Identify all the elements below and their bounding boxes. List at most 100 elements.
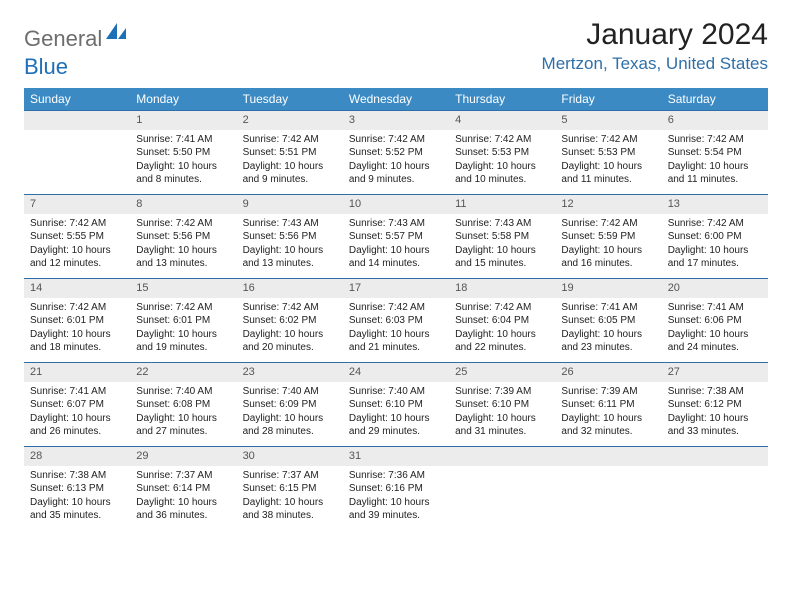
day-number: 12 xyxy=(555,194,661,214)
calendar-week-row: 21Sunrise: 7:41 AMSunset: 6:07 PMDayligh… xyxy=(24,362,768,446)
sunset-text: Sunset: 5:53 PM xyxy=(455,146,549,160)
day-header: Friday xyxy=(555,88,661,110)
sunrise-text: Sunrise: 7:42 AM xyxy=(136,217,230,231)
daylight-text: Daylight: 10 hours and 9 minutes. xyxy=(243,160,337,187)
calendar-cell xyxy=(555,446,661,530)
daylight-text: Daylight: 10 hours and 8 minutes. xyxy=(136,160,230,187)
day-number: 23 xyxy=(237,362,343,382)
daylight-text: Daylight: 10 hours and 9 minutes. xyxy=(349,160,443,187)
day-number: 14 xyxy=(24,278,130,298)
sunrise-text: Sunrise: 7:37 AM xyxy=(136,469,230,483)
day-content: Sunrise: 7:40 AMSunset: 6:10 PMDaylight:… xyxy=(343,382,449,441)
day-header: Wednesday xyxy=(343,88,449,110)
sunrise-text: Sunrise: 7:37 AM xyxy=(243,469,337,483)
day-number: 16 xyxy=(237,278,343,298)
day-number: 2 xyxy=(237,110,343,130)
sunrise-text: Sunrise: 7:42 AM xyxy=(561,217,655,231)
sunrise-text: Sunrise: 7:42 AM xyxy=(30,301,124,315)
day-content: Sunrise: 7:42 AMSunset: 5:53 PMDaylight:… xyxy=(555,130,661,189)
sunrise-text: Sunrise: 7:40 AM xyxy=(349,385,443,399)
calendar-cell xyxy=(662,446,768,530)
calendar-cell: 5Sunrise: 7:42 AMSunset: 5:53 PMDaylight… xyxy=(555,110,661,194)
calendar-cell: 13Sunrise: 7:42 AMSunset: 6:00 PMDayligh… xyxy=(662,194,768,278)
day-number: 29 xyxy=(130,446,236,466)
sunrise-text: Sunrise: 7:42 AM xyxy=(136,301,230,315)
calendar-cell: 10Sunrise: 7:43 AMSunset: 5:57 PMDayligh… xyxy=(343,194,449,278)
sunset-text: Sunset: 6:00 PM xyxy=(668,230,762,244)
day-content: Sunrise: 7:41 AMSunset: 5:50 PMDaylight:… xyxy=(130,130,236,189)
calendar-cell xyxy=(449,446,555,530)
sunrise-text: Sunrise: 7:41 AM xyxy=(30,385,124,399)
day-header: Sunday xyxy=(24,88,130,110)
logo: General xyxy=(24,18,130,52)
calendar-cell: 26Sunrise: 7:39 AMSunset: 6:11 PMDayligh… xyxy=(555,362,661,446)
sunset-text: Sunset: 6:10 PM xyxy=(349,398,443,412)
day-number: 24 xyxy=(343,362,449,382)
calendar-cell: 12Sunrise: 7:42 AMSunset: 5:59 PMDayligh… xyxy=(555,194,661,278)
day-content: Sunrise: 7:39 AMSunset: 6:11 PMDaylight:… xyxy=(555,382,661,441)
day-content xyxy=(555,466,661,506)
day-content: Sunrise: 7:41 AMSunset: 6:05 PMDaylight:… xyxy=(555,298,661,357)
calendar-cell: 28Sunrise: 7:38 AMSunset: 6:13 PMDayligh… xyxy=(24,446,130,530)
daylight-text: Daylight: 10 hours and 21 minutes. xyxy=(349,328,443,355)
day-content: Sunrise: 7:42 AMSunset: 6:04 PMDaylight:… xyxy=(449,298,555,357)
sunset-text: Sunset: 6:01 PM xyxy=(136,314,230,328)
sunset-text: Sunset: 6:11 PM xyxy=(561,398,655,412)
day-number: 5 xyxy=(555,110,661,130)
calendar-cell: 22Sunrise: 7:40 AMSunset: 6:08 PMDayligh… xyxy=(130,362,236,446)
sunset-text: Sunset: 5:53 PM xyxy=(561,146,655,160)
day-number: 21 xyxy=(24,362,130,382)
calendar-week-row: 7Sunrise: 7:42 AMSunset: 5:55 PMDaylight… xyxy=(24,194,768,278)
sunset-text: Sunset: 5:55 PM xyxy=(30,230,124,244)
day-number: 30 xyxy=(237,446,343,466)
daylight-text: Daylight: 10 hours and 14 minutes. xyxy=(349,244,443,271)
sunset-text: Sunset: 6:09 PM xyxy=(243,398,337,412)
sunrise-text: Sunrise: 7:42 AM xyxy=(349,133,443,147)
calendar-cell: 4Sunrise: 7:42 AMSunset: 5:53 PMDaylight… xyxy=(449,110,555,194)
calendar-cell: 14Sunrise: 7:42 AMSunset: 6:01 PMDayligh… xyxy=(24,278,130,362)
day-number: 9 xyxy=(237,194,343,214)
day-content: Sunrise: 7:40 AMSunset: 6:08 PMDaylight:… xyxy=(130,382,236,441)
sunset-text: Sunset: 6:12 PM xyxy=(668,398,762,412)
calendar-week-row: 1Sunrise: 7:41 AMSunset: 5:50 PMDaylight… xyxy=(24,110,768,194)
sunrise-text: Sunrise: 7:38 AM xyxy=(668,385,762,399)
daylight-text: Daylight: 10 hours and 22 minutes. xyxy=(455,328,549,355)
calendar-cell: 23Sunrise: 7:40 AMSunset: 6:09 PMDayligh… xyxy=(237,362,343,446)
day-content: Sunrise: 7:42 AMSunset: 5:52 PMDaylight:… xyxy=(343,130,449,189)
daylight-text: Daylight: 10 hours and 33 minutes. xyxy=(668,412,762,439)
daylight-text: Daylight: 10 hours and 26 minutes. xyxy=(30,412,124,439)
daylight-text: Daylight: 10 hours and 19 minutes. xyxy=(136,328,230,355)
sunrise-text: Sunrise: 7:40 AM xyxy=(243,385,337,399)
calendar-cell: 27Sunrise: 7:38 AMSunset: 6:12 PMDayligh… xyxy=(662,362,768,446)
calendar-table: Sunday Monday Tuesday Wednesday Thursday… xyxy=(24,88,768,530)
daylight-text: Daylight: 10 hours and 20 minutes. xyxy=(243,328,337,355)
day-header: Monday xyxy=(130,88,236,110)
day-number: 19 xyxy=(555,278,661,298)
day-content xyxy=(24,130,130,170)
day-content: Sunrise: 7:43 AMSunset: 5:58 PMDaylight:… xyxy=(449,214,555,273)
calendar-cell: 31Sunrise: 7:36 AMSunset: 6:16 PMDayligh… xyxy=(343,446,449,530)
daylight-text: Daylight: 10 hours and 27 minutes. xyxy=(136,412,230,439)
calendar-cell: 16Sunrise: 7:42 AMSunset: 6:02 PMDayligh… xyxy=(237,278,343,362)
sunset-text: Sunset: 6:13 PM xyxy=(30,482,124,496)
day-number: 1 xyxy=(130,110,236,130)
daylight-text: Daylight: 10 hours and 39 minutes. xyxy=(349,496,443,523)
day-header: Tuesday xyxy=(237,88,343,110)
day-number: 17 xyxy=(343,278,449,298)
sunset-text: Sunset: 6:15 PM xyxy=(243,482,337,496)
day-content: Sunrise: 7:42 AMSunset: 6:01 PMDaylight:… xyxy=(24,298,130,357)
daylight-text: Daylight: 10 hours and 31 minutes. xyxy=(455,412,549,439)
daylight-text: Daylight: 10 hours and 13 minutes. xyxy=(243,244,337,271)
day-number: 10 xyxy=(343,194,449,214)
calendar-cell: 7Sunrise: 7:42 AMSunset: 5:55 PMDaylight… xyxy=(24,194,130,278)
sunrise-text: Sunrise: 7:36 AM xyxy=(349,469,443,483)
daylight-text: Daylight: 10 hours and 32 minutes. xyxy=(561,412,655,439)
calendar-cell: 8Sunrise: 7:42 AMSunset: 5:56 PMDaylight… xyxy=(130,194,236,278)
day-number xyxy=(24,110,130,130)
calendar-header-row: Sunday Monday Tuesday Wednesday Thursday… xyxy=(24,88,768,110)
calendar-cell: 17Sunrise: 7:42 AMSunset: 6:03 PMDayligh… xyxy=(343,278,449,362)
day-content: Sunrise: 7:41 AMSunset: 6:07 PMDaylight:… xyxy=(24,382,130,441)
calendar-cell: 25Sunrise: 7:39 AMSunset: 6:10 PMDayligh… xyxy=(449,362,555,446)
month-title: January 2024 xyxy=(542,18,768,52)
day-content: Sunrise: 7:43 AMSunset: 5:56 PMDaylight:… xyxy=(237,214,343,273)
